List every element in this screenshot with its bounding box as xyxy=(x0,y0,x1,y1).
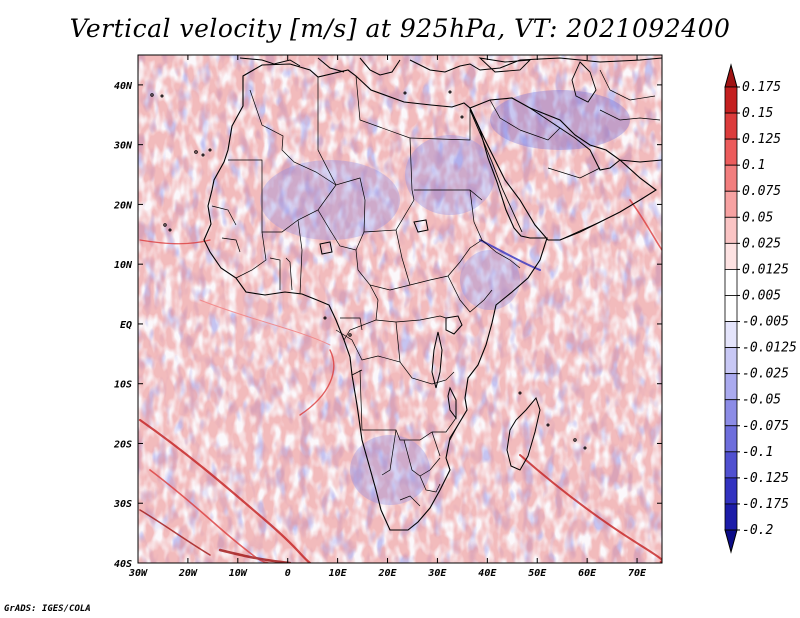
lon-tick-label: 40E xyxy=(478,568,497,579)
colorbar-swatch xyxy=(724,242,738,270)
colorbar-label: -0.2 xyxy=(742,523,773,538)
lon-tick-label: 10W xyxy=(229,568,248,579)
colorbar-swatch xyxy=(724,399,738,427)
colorbar-label: -0.05 xyxy=(742,393,781,408)
coastlines-and-borders xyxy=(203,57,662,531)
colorbar-swatch xyxy=(724,321,738,348)
colorbar-label: -0.175 xyxy=(742,497,789,512)
colorbar-label: 0.175 xyxy=(742,80,781,95)
colorbar-swatch xyxy=(724,425,738,453)
colorbar-label: -0.005 xyxy=(742,315,789,330)
lon-tick-label: 20W xyxy=(178,568,198,579)
lat-tick-label: 10N xyxy=(114,260,133,271)
lat-tick-label: 40S xyxy=(114,559,132,570)
lon-tick-label: 20E xyxy=(377,568,397,579)
lon-tick-label: 0 xyxy=(285,568,291,579)
colorbar-label: 0.075 xyxy=(742,184,781,199)
colorbar-label: 0.1 xyxy=(742,158,765,173)
lon-tick-label: 50E xyxy=(528,568,547,579)
colorbar-swatch xyxy=(724,373,738,401)
colorbar-label: -0.0125 xyxy=(742,341,797,356)
lat-tick-label: 20S xyxy=(113,439,132,450)
colorbar-label: 0.0125 xyxy=(742,262,789,277)
colorbar-label: -0.075 xyxy=(742,419,789,434)
colorbar-label: 0.025 xyxy=(742,236,781,251)
colorbar-swatch xyxy=(724,112,738,140)
colorbar-swatch xyxy=(724,190,738,218)
colorbar-swatch xyxy=(724,269,738,296)
small-islands xyxy=(150,90,587,450)
lat-tick-label: 40N xyxy=(114,81,133,92)
colorbar-swatch xyxy=(724,138,738,166)
lat-tick-label: 30S xyxy=(113,499,132,510)
colorbar-label: 0.005 xyxy=(742,288,781,303)
latitude-axis: 40N 30N 20N 10N EQ 10S 20S 30S 40S xyxy=(113,81,662,570)
colorbar-label: 0.125 xyxy=(742,132,781,147)
colorbar-swatch xyxy=(724,347,738,375)
colorbar-label: 0.15 xyxy=(742,106,773,121)
colorbar-swatch xyxy=(724,295,738,322)
lon-tick-label: 70E xyxy=(628,568,647,579)
colorbar-swatch xyxy=(724,216,738,244)
longitude-axis: 30W 20W 10W 0 10E 20E 30E 40E 50E 60E 70E xyxy=(128,55,647,579)
colorbar-label: 0.05 xyxy=(742,210,773,225)
colorbar: 0.175 0.15 0.125 0.1 0.075 0.05 0.025 0.0125 0.0… xyxy=(724,63,797,554)
colorbar-top-arrow xyxy=(724,63,738,88)
lon-tick-label: 60E xyxy=(578,568,597,579)
colorbar-swatch xyxy=(724,477,738,505)
colorbar-bottom-arrow xyxy=(724,529,738,554)
colorbar-swatch xyxy=(724,164,738,192)
colorbar-swatch xyxy=(724,503,738,531)
lon-tick-label: 30E xyxy=(427,568,447,579)
lat-tick-label: EQ xyxy=(120,320,132,331)
lon-tick-label: 30W xyxy=(128,568,148,579)
lat-tick-label: 30N xyxy=(113,141,133,152)
colorbar-label: -0.125 xyxy=(742,471,789,486)
plot-frame xyxy=(137,54,663,564)
colorbar-label: -0.1 xyxy=(742,445,773,460)
colorbar-swatch xyxy=(724,86,738,114)
lat-tick-label: 20N xyxy=(113,200,133,211)
country-borders xyxy=(211,69,661,507)
credit-text: GrADS: IGES/COLA xyxy=(4,604,91,614)
colorbar-swatch xyxy=(724,451,738,479)
colorbar-label: -0.025 xyxy=(742,367,789,382)
velocity-field xyxy=(138,55,662,563)
map-title: Vertical velocity [m/s] at 925hPa, VT: 2… xyxy=(69,14,731,43)
lat-tick-label: 10S xyxy=(114,380,132,391)
lon-tick-label: 10E xyxy=(329,568,348,579)
